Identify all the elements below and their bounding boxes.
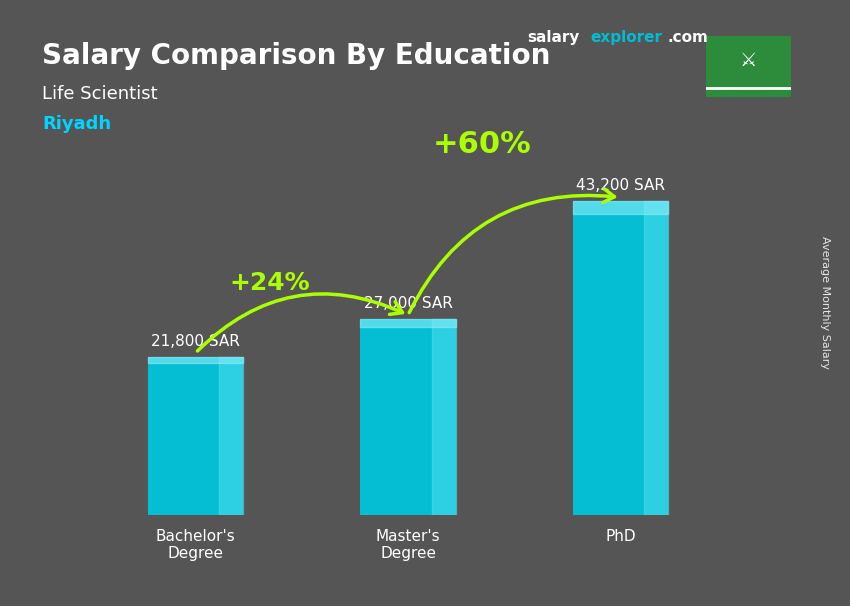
Text: 21,800 SAR: 21,800 SAR — [151, 333, 240, 348]
Text: .com: .com — [667, 30, 708, 45]
Text: Riyadh: Riyadh — [42, 115, 111, 133]
Bar — [573, 201, 668, 515]
Text: Salary Comparison By Education: Salary Comparison By Education — [42, 42, 551, 70]
Text: +60%: +60% — [433, 130, 532, 159]
Bar — [148, 356, 243, 515]
Text: 27,000 SAR: 27,000 SAR — [364, 296, 452, 311]
Text: ⚔: ⚔ — [740, 51, 756, 70]
Bar — [644, 201, 668, 515]
Text: Average Monthly Salary: Average Monthly Salary — [819, 236, 830, 370]
Bar — [573, 201, 668, 213]
Bar — [360, 319, 456, 327]
Text: explorer: explorer — [591, 30, 663, 45]
Text: Life Scientist: Life Scientist — [42, 85, 158, 103]
Bar — [360, 319, 456, 515]
Text: +24%: +24% — [230, 271, 310, 295]
Bar — [148, 356, 243, 363]
Bar — [219, 356, 243, 515]
Text: salary: salary — [527, 30, 580, 45]
Bar — [432, 319, 456, 515]
Text: 43,200 SAR: 43,200 SAR — [576, 178, 665, 193]
